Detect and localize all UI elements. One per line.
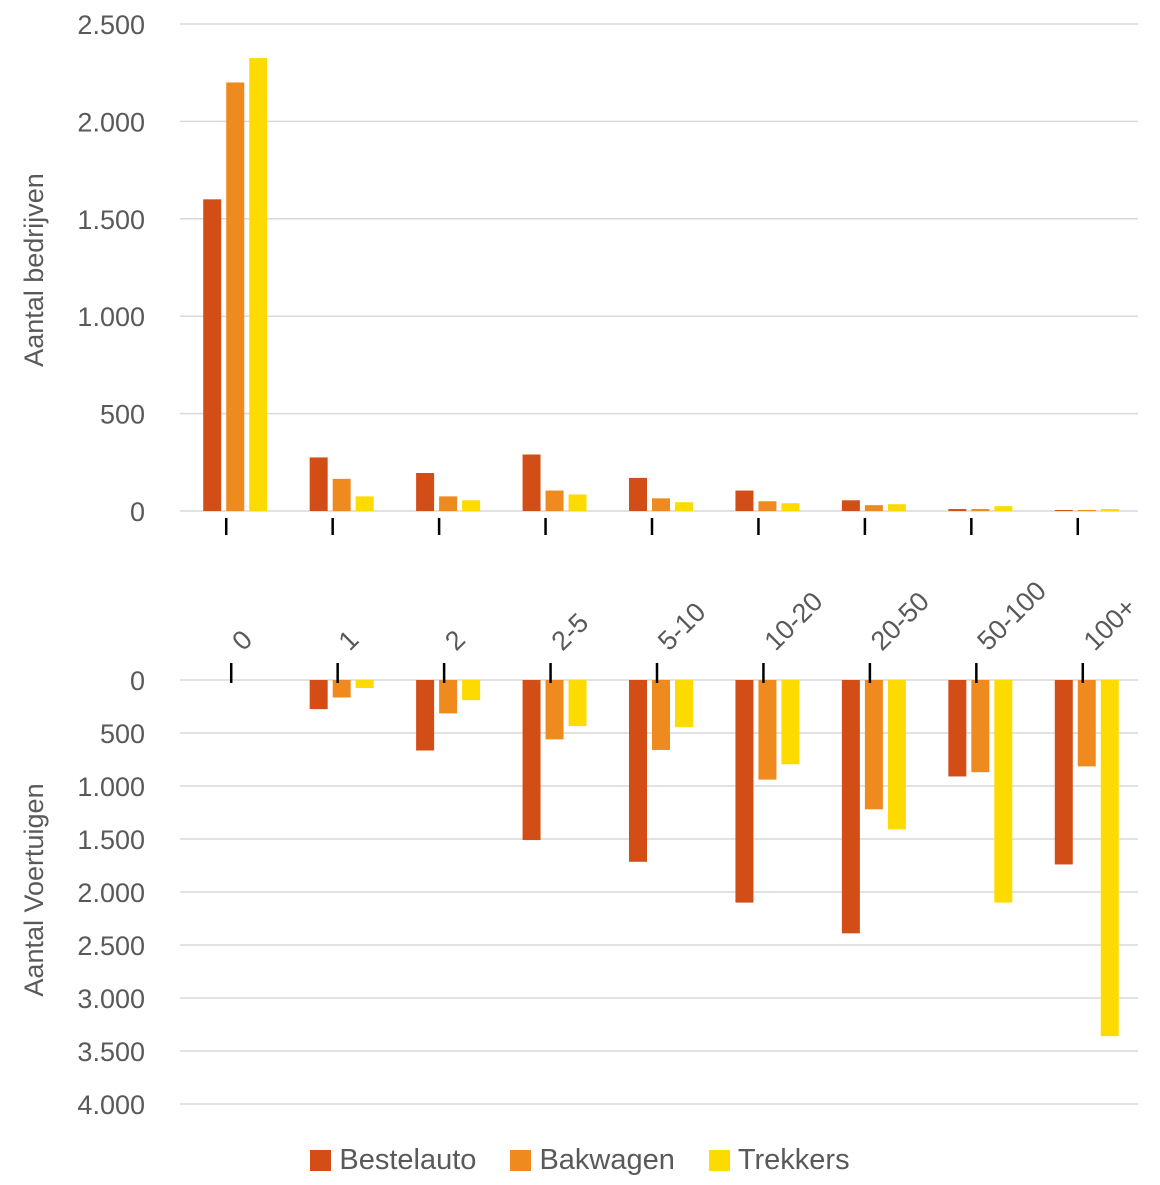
top-bar-bakwagen <box>332 478 351 511</box>
top-bar-trekkers <box>994 506 1013 511</box>
bottom-bar-bakwagen <box>1077 680 1096 767</box>
bottom-y-tick-label: 3.000 <box>77 984 145 1014</box>
category-label: 0 <box>226 624 258 656</box>
top-y-tick-label: 500 <box>100 400 145 430</box>
top-bar-trekkers <box>675 502 693 511</box>
legend-swatch-bakwagen <box>510 1150 532 1171</box>
bottom-bar-bakwagen <box>332 680 351 698</box>
category-labels: 0 1 2 2-5 5-10 10-20 20-50 50-100 100+ <box>226 576 1142 657</box>
top-bar-trekkers <box>249 58 268 512</box>
legend-label: Bestelauto <box>339 1144 477 1176</box>
top-bar-bakwagen <box>545 490 564 511</box>
category-label: 100+ <box>1078 592 1142 656</box>
top-bar-bestelauto <box>522 454 541 511</box>
bottom-bar-bakwagen <box>971 680 990 773</box>
top-bar-bestelauto <box>948 509 967 511</box>
legend-swatch-bestelauto <box>310 1150 332 1171</box>
bottom-y-tick-label: 1.500 <box>77 825 145 855</box>
bottom-chart-panel: 0 500 1.000 1.500 2.000 2.500 3.000 3.500 4.000 <box>77 663 1138 1120</box>
top-bar-trekkers <box>355 496 374 511</box>
top-bar-bakwagen <box>226 82 245 511</box>
category-label: 10-20 <box>758 586 828 656</box>
top-bar-bakwagen <box>652 498 670 511</box>
top-y-tick-label: 2.500 <box>77 10 145 40</box>
bottom-y-tick-label: 4.000 <box>77 1090 145 1120</box>
legend-item-bestelauto: Bestelauto <box>310 1146 476 1175</box>
bottom-bar-bakwagen <box>439 680 458 714</box>
top-bar-bakwagen <box>1077 510 1096 511</box>
bottom-bar-bestelauto <box>735 680 754 903</box>
bottom-bar-bakwagen <box>758 680 777 780</box>
top-bar-bakwagen <box>758 501 777 511</box>
category-label: 50-100 <box>971 576 1052 657</box>
bottom-bar-bestelauto <box>948 680 967 777</box>
top-bar-bestelauto <box>629 477 647 511</box>
bottom-bar-bestelauto <box>522 680 541 841</box>
top-bar-trekkers <box>887 504 906 511</box>
legend-label: Bakwagen <box>539 1144 675 1176</box>
legend-item-trekkers: Trekkers <box>708 1144 850 1176</box>
bottom-bar-trekkers <box>568 680 587 727</box>
legend-swatch-trekkers <box>708 1150 730 1171</box>
bottom-y-tick-label: 2.000 <box>77 878 145 908</box>
bottom-bar-trekkers <box>994 680 1013 903</box>
bottom-y-axis-title: Aantal Voertuigen <box>19 783 49 996</box>
category-label: 2-5 <box>546 607 595 656</box>
bottom-bar-bestelauto <box>416 680 435 751</box>
top-bar-bestelauto <box>841 500 860 511</box>
top-bar-bestelauto <box>1054 510 1073 511</box>
bottom-bar-bestelauto <box>1054 680 1073 865</box>
top-y-tick-label: 1.500 <box>77 205 145 235</box>
bottom-bar-trekkers <box>1100 680 1119 1037</box>
top-bar-trekkers <box>568 494 587 511</box>
top-bar-bakwagen <box>971 509 990 511</box>
top-bar-bakwagen <box>439 496 458 511</box>
bottom-y-tick-label: 0 <box>130 666 145 696</box>
legend-item-bakwagen: Bakwagen <box>510 1144 675 1176</box>
top-bar-bestelauto <box>416 473 435 511</box>
legend-label: Trekkers <box>737 1144 850 1176</box>
category-label: 5-10 <box>652 597 711 656</box>
bottom-y-tick-label: 500 <box>100 719 145 749</box>
bottom-y-tick-label: 3.500 <box>77 1037 145 1067</box>
top-chart-panel: 0 500 1.000 1.500 2.000 2.500 <box>77 10 1138 535</box>
category-label: 2 <box>439 624 471 656</box>
bottom-bar-bestelauto <box>629 680 647 862</box>
bottom-bar-trekkers <box>675 680 693 728</box>
top-bar-bakwagen <box>864 505 883 511</box>
bottom-bar-trekkers <box>355 680 374 688</box>
bottom-bar-bakwagen <box>652 680 670 750</box>
top-bar-trekkers <box>462 500 481 511</box>
category-label: 20-50 <box>865 586 935 656</box>
bottom-bar-trekkers <box>781 680 800 765</box>
bottom-bar-trekkers <box>887 680 906 830</box>
bottom-bar-bakwagen <box>545 680 564 740</box>
bottom-y-tick-label: 2.500 <box>77 931 145 961</box>
top-bar-bestelauto <box>203 199 222 511</box>
bottom-bar-bakwagen <box>864 680 883 810</box>
chart-canvas: 0 500 1.000 1.500 2.000 2.500 0 500 1.000 1.500 2… <box>19 10 1142 1120</box>
bottom-bar-bestelauto <box>309 680 328 710</box>
top-y-axis-title: Aantal bedrijven <box>19 173 49 367</box>
top-bar-bestelauto <box>309 457 328 511</box>
bottom-bar-bestelauto <box>841 680 860 934</box>
top-y-tick-label: 2.000 <box>77 107 145 137</box>
category-label: 1 <box>333 624 365 656</box>
top-bar-trekkers <box>1100 509 1119 511</box>
top-bar-trekkers <box>781 503 800 511</box>
top-y-tick-label: 1.000 <box>77 302 145 332</box>
top-y-tick-label: 0 <box>130 497 145 527</box>
bottom-y-tick-label: 1.000 <box>77 772 145 802</box>
legend: Bestelauto Bakwagen Trekkers <box>0 1146 1160 1175</box>
bottom-bar-trekkers <box>462 680 481 701</box>
top-bar-bestelauto <box>735 490 754 511</box>
